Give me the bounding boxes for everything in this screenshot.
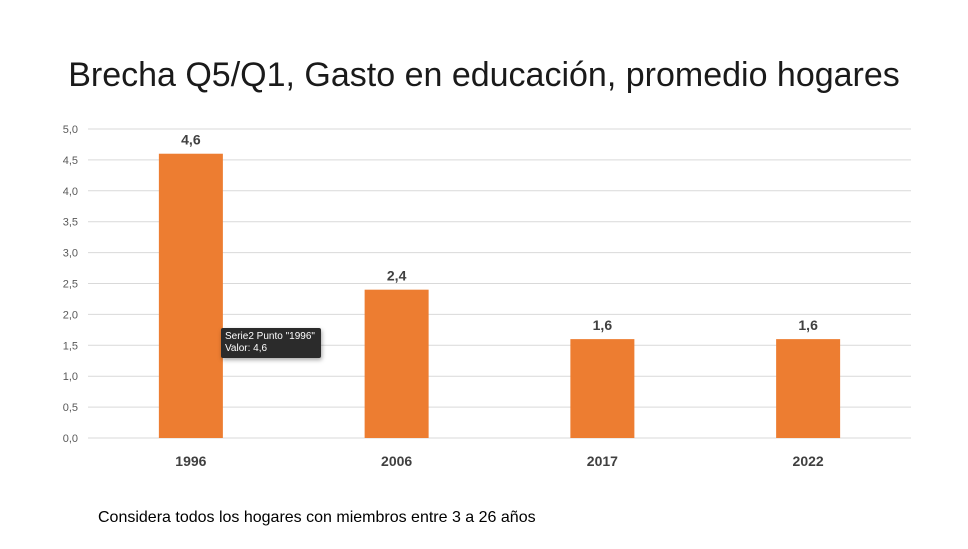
y-tick-label: 2,0 [63,309,78,321]
bar [776,339,841,438]
x-axis-ticks: 1996 2006 2017 2022 [175,453,824,469]
y-tick-label: 2,5 [63,279,78,291]
x-tick-label: 1996 [175,453,206,469]
data-label: 1,6 [593,317,613,333]
data-label: 2,4 [387,268,407,284]
x-tick-label: 2022 [793,453,824,469]
bars [158,153,841,438]
data-point-tooltip: Serie2 Punto "1996" Valor: 4,6 [221,328,321,358]
y-tick-label: 1,5 [63,340,78,352]
bar [570,339,635,438]
tooltip-value-line: Valor: 4,6 [225,343,268,354]
y-tick-label: 3,0 [63,248,78,260]
bar [158,153,223,438]
y-tick-label: 1,0 [63,371,78,383]
y-tick-label: 0,5 [63,402,78,414]
tooltip-series-line: Serie2 Punto "1996" [225,331,315,342]
y-tick-label: 4,0 [63,186,78,198]
y-tick-label: 4,5 [63,155,78,167]
x-tick-label: 2017 [587,453,618,469]
y-tick-label: 5,0 [63,124,78,136]
y-tick-label: 0,0 [63,433,78,445]
x-tick-label: 2006 [381,453,412,469]
data-label: 4,6 [181,132,201,148]
y-tick-label: 3,5 [63,217,78,229]
footnote: Considera todos los hogares con miembros… [98,509,536,526]
y-axis-ticks: 0,0 0,5 1,0 1,5 2,0 2,5 3,0 3,5 4,0 4,5 5,0 [63,124,78,445]
gridlines [88,128,911,439]
bar [364,289,429,438]
data-labels: 4,6 2,4 1,6 1,6 [181,132,818,333]
chart-title: Brecha Q5/Q1, Gasto en educación, promed… [68,56,900,94]
data-label: 1,6 [798,317,818,333]
